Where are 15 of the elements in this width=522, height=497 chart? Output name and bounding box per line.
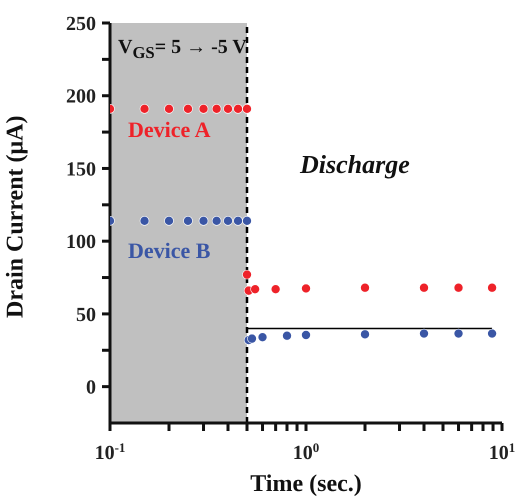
annotation: Discharge xyxy=(300,150,410,180)
series-label: Device B xyxy=(128,238,210,264)
y-tick-label: 100 xyxy=(66,231,96,254)
series-label: Device A xyxy=(128,117,210,143)
y-tick-label: 50 xyxy=(76,304,96,326)
x-tick-label: 10$^{0}$ xyxy=(292,440,320,464)
y-tick-label: 150 xyxy=(66,158,96,180)
x-tick-label: 10$^{-1}$ xyxy=(94,440,126,464)
x-axis-title: Time (sec.) xyxy=(250,471,362,497)
y-tick-label: 200 xyxy=(66,86,96,108)
y-axis-title: Drain Current (μA) xyxy=(2,116,29,318)
x-tick-label: 10$^{1}$ xyxy=(488,440,516,464)
y-tick-label: 0 xyxy=(86,376,96,399)
annotation: V$_{GS}$= 5 → -5 V xyxy=(118,36,247,63)
y-tick-label: 250 xyxy=(66,13,96,35)
